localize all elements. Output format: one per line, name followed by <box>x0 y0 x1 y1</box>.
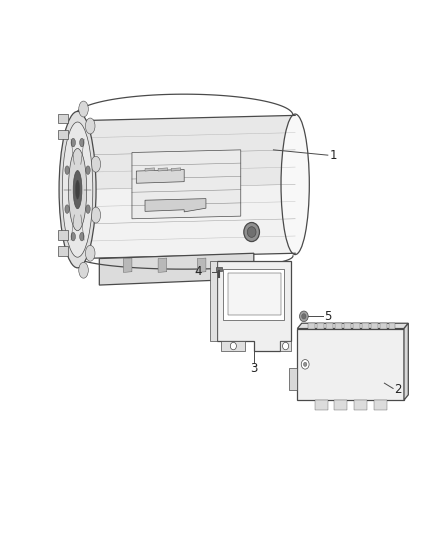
Polygon shape <box>145 199 206 212</box>
Polygon shape <box>344 323 351 328</box>
Polygon shape <box>371 323 378 328</box>
Ellipse shape <box>91 156 101 172</box>
Ellipse shape <box>73 171 82 209</box>
Text: 5: 5 <box>324 310 332 323</box>
Polygon shape <box>389 323 396 328</box>
Polygon shape <box>217 261 291 351</box>
Circle shape <box>244 222 259 241</box>
Ellipse shape <box>86 205 90 213</box>
Polygon shape <box>280 341 291 351</box>
Polygon shape <box>353 323 360 328</box>
Ellipse shape <box>85 118 95 134</box>
Circle shape <box>283 342 289 350</box>
Polygon shape <box>326 323 333 328</box>
Ellipse shape <box>75 180 80 199</box>
Ellipse shape <box>62 122 93 257</box>
Ellipse shape <box>86 166 90 174</box>
Polygon shape <box>58 230 68 240</box>
Polygon shape <box>158 168 168 171</box>
Text: 2: 2 <box>394 383 402 396</box>
Ellipse shape <box>79 262 88 278</box>
Polygon shape <box>123 258 132 272</box>
Ellipse shape <box>80 139 84 147</box>
Circle shape <box>230 342 237 350</box>
Circle shape <box>300 311 308 321</box>
Polygon shape <box>404 323 408 400</box>
Polygon shape <box>315 400 328 410</box>
Circle shape <box>247 227 256 237</box>
Ellipse shape <box>59 111 96 268</box>
Ellipse shape <box>71 139 75 147</box>
Ellipse shape <box>80 232 84 241</box>
Polygon shape <box>132 150 241 219</box>
Polygon shape <box>58 130 68 139</box>
Polygon shape <box>374 400 387 410</box>
Ellipse shape <box>65 166 69 174</box>
Polygon shape <box>362 323 369 328</box>
Polygon shape <box>197 258 206 272</box>
Polygon shape <box>380 323 387 328</box>
Polygon shape <box>297 328 404 400</box>
Polygon shape <box>228 273 281 316</box>
Ellipse shape <box>68 149 87 231</box>
Polygon shape <box>158 258 167 272</box>
Ellipse shape <box>71 232 75 241</box>
Polygon shape <box>334 400 347 410</box>
Polygon shape <box>210 261 217 341</box>
Polygon shape <box>354 400 367 410</box>
Polygon shape <box>99 253 254 285</box>
Circle shape <box>302 314 306 319</box>
Circle shape <box>304 362 307 367</box>
Polygon shape <box>78 184 295 259</box>
Polygon shape <box>335 323 342 328</box>
Polygon shape <box>308 323 315 328</box>
Polygon shape <box>221 341 245 351</box>
Polygon shape <box>171 168 181 171</box>
Circle shape <box>301 360 309 369</box>
Polygon shape <box>136 169 184 183</box>
Polygon shape <box>317 323 324 328</box>
Polygon shape <box>78 115 295 190</box>
Polygon shape <box>216 267 222 271</box>
Ellipse shape <box>91 207 101 223</box>
Ellipse shape <box>85 245 95 261</box>
Ellipse shape <box>281 114 309 255</box>
Ellipse shape <box>281 114 309 255</box>
Polygon shape <box>297 323 408 328</box>
Text: 3: 3 <box>251 362 258 375</box>
Ellipse shape <box>65 205 69 213</box>
Polygon shape <box>223 269 284 319</box>
Text: 4: 4 <box>194 265 201 278</box>
Text: 1: 1 <box>329 149 337 161</box>
Polygon shape <box>289 368 297 390</box>
Ellipse shape <box>79 101 88 117</box>
Polygon shape <box>58 246 68 256</box>
Polygon shape <box>145 168 155 171</box>
Polygon shape <box>58 114 68 123</box>
